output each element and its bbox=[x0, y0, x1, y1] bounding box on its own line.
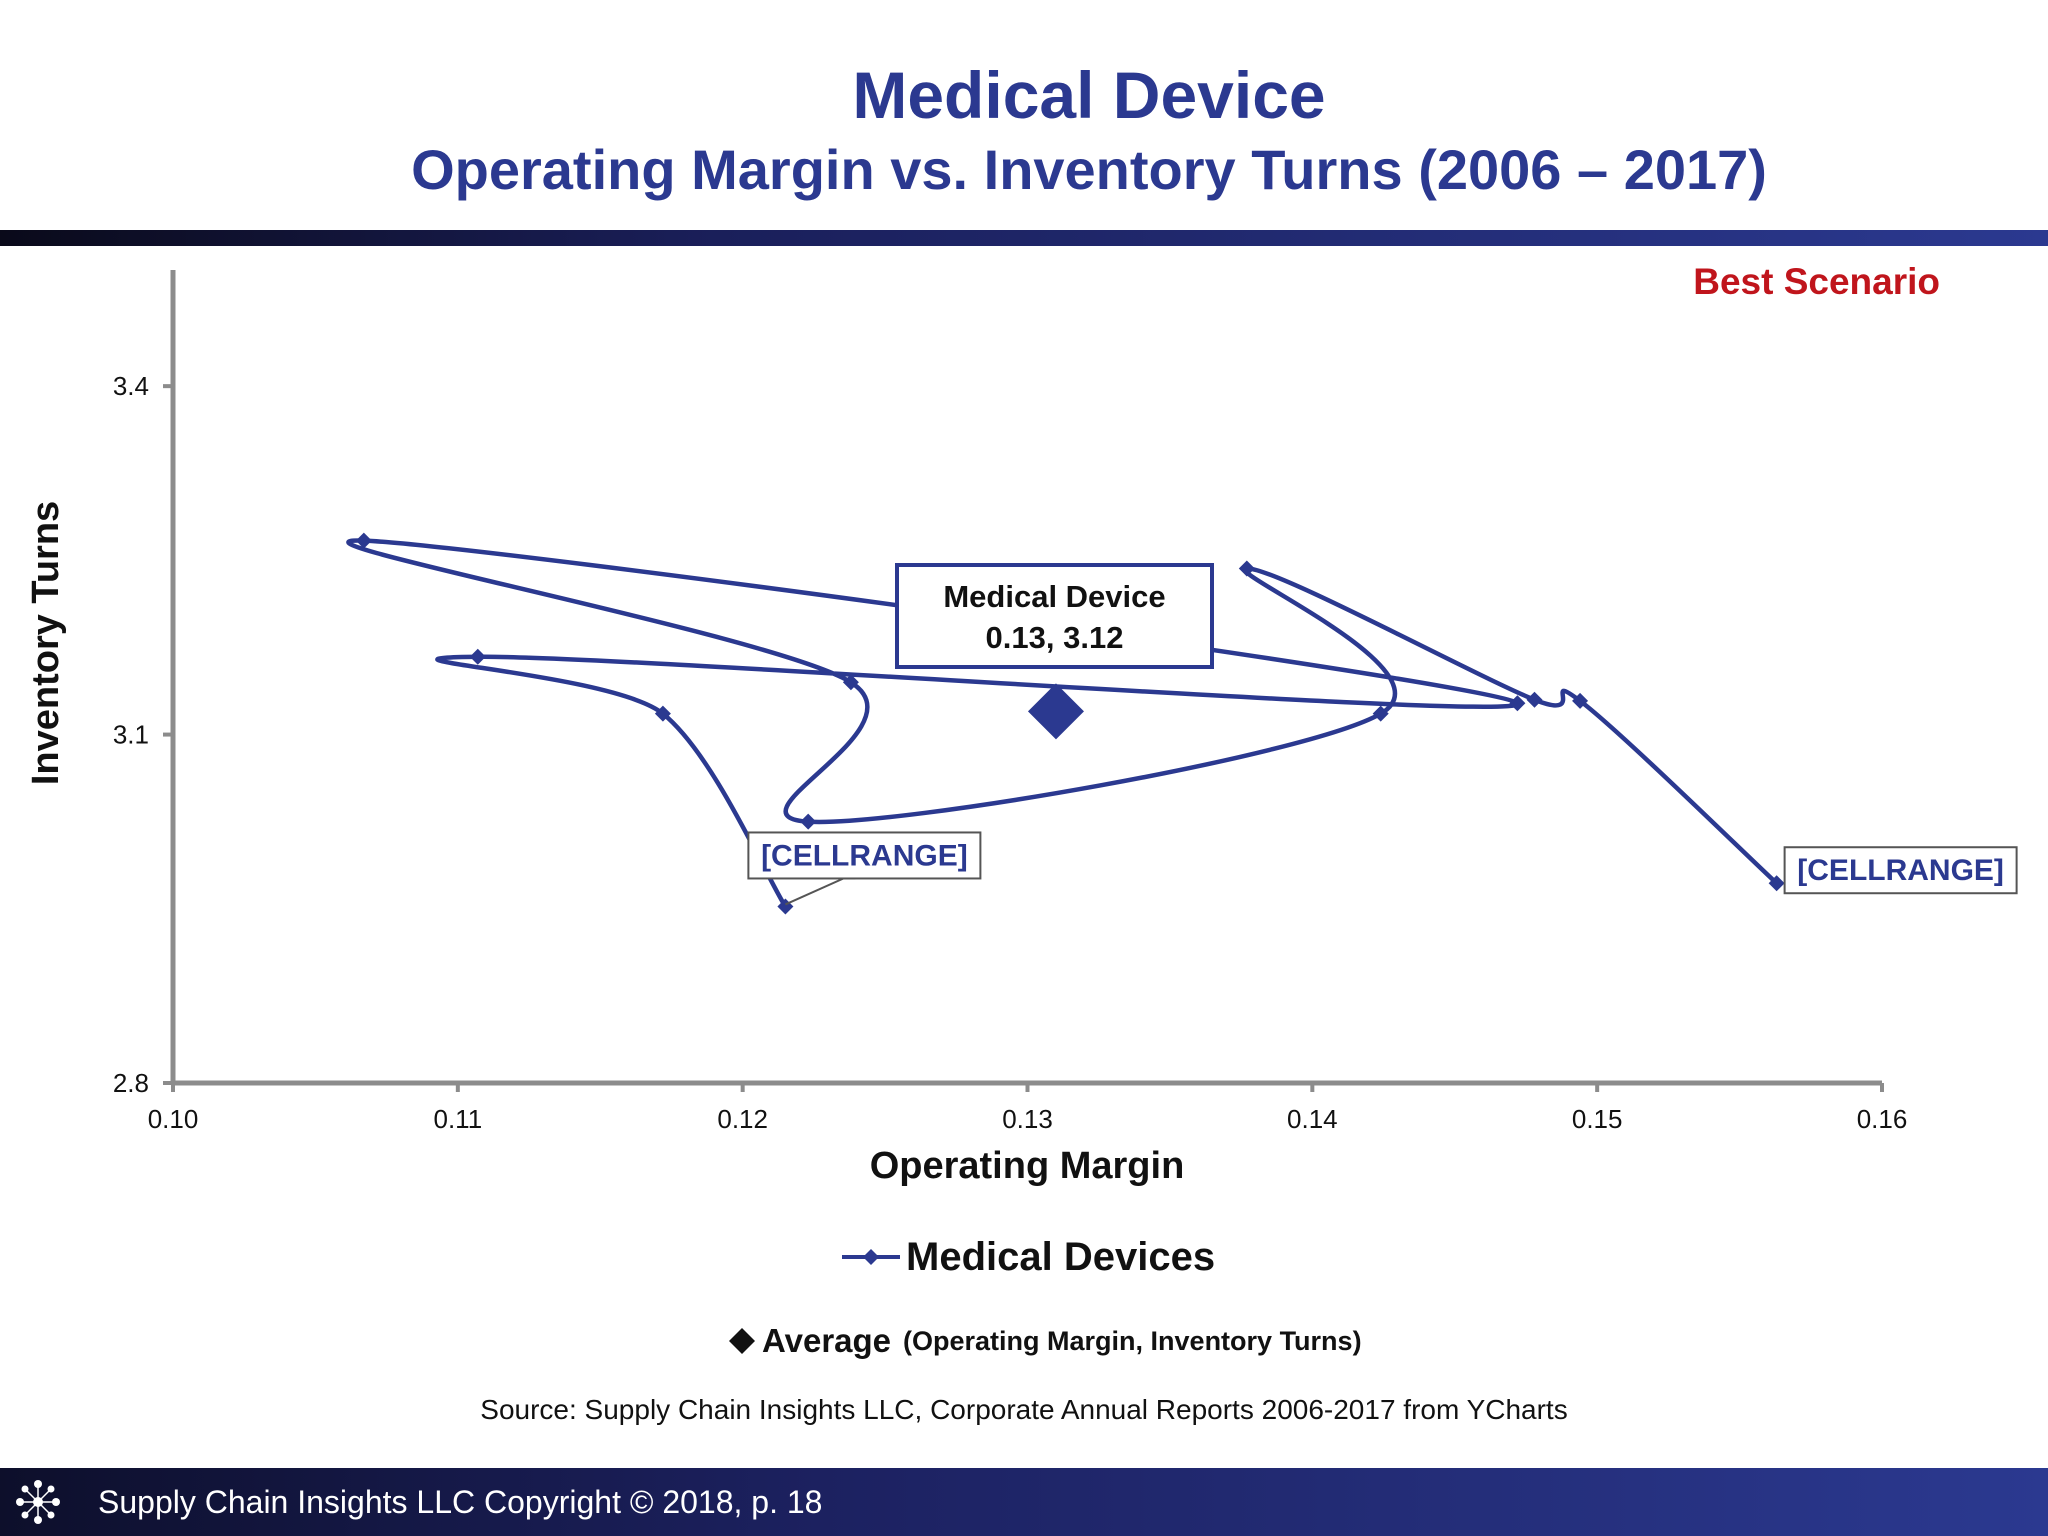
series-line-medical-devices bbox=[346, 538, 1779, 908]
page-title: Medical Device bbox=[852, 58, 1326, 132]
header-divider bbox=[0, 230, 2048, 246]
x-tick-label: 0.12 bbox=[717, 1104, 768, 1134]
x-tick-label: 0.10 bbox=[148, 1104, 199, 1134]
legend-average-entry: Average (Operating Margin, Inventory Tur… bbox=[726, 1318, 1362, 1364]
chart-ticks: 0.10 0.11 0.12 0.13 0.14 0.15 0.16 2.8 3.1 3.4 bbox=[113, 371, 1907, 1134]
data-point-marker bbox=[469, 648, 486, 665]
x-tick-label: 0.11 bbox=[433, 1104, 482, 1134]
data-point-marker bbox=[1768, 875, 1785, 892]
data-point-marker bbox=[1372, 705, 1389, 722]
footer-copyright: Supply Chain Insights LLC Copyright © 20… bbox=[98, 1484, 823, 1520]
annotation-layer: Medical Device 0.13, 3.12 [CELLRANGE] [CELL… bbox=[747, 563, 2018, 906]
data-point-marker bbox=[1526, 691, 1543, 708]
legend-average-label: Average bbox=[762, 1322, 892, 1359]
legend-series-label: Medical Devices bbox=[906, 1234, 1216, 1279]
legend-average-note: (Operating Margin, Inventory Turns) bbox=[903, 1325, 1362, 1356]
source-note: Source: Supply Chain Insights LLC, Corpo… bbox=[480, 1394, 1568, 1425]
average-diamond-marker bbox=[1027, 683, 1084, 740]
y-tick-label: 3.4 bbox=[113, 371, 149, 401]
average-callout-value: 0.13, 3.12 bbox=[986, 620, 1124, 655]
data-point-marker bbox=[654, 705, 671, 722]
annotation-label: [CELLRANGE] bbox=[1797, 854, 2004, 887]
data-point-marker bbox=[355, 532, 372, 549]
footer-bar: Supply Chain Insights LLC Copyright © 20… bbox=[0, 1468, 2048, 1536]
x-tick-label: 0.15 bbox=[1572, 1104, 1623, 1134]
series-layer bbox=[346, 532, 1785, 915]
legend-series-swatch bbox=[842, 1249, 900, 1265]
annotation-box bbox=[747, 831, 982, 880]
data-point-marker bbox=[1509, 695, 1526, 712]
x-tick-label: 0.13 bbox=[1002, 1104, 1053, 1134]
annotation-pointer bbox=[784, 877, 856, 906]
data-point-marker bbox=[842, 674, 859, 691]
x-axis-title: Operating Margin bbox=[870, 1145, 1185, 1187]
annotation-box bbox=[1783, 846, 2018, 895]
legend-average-diamond-icon bbox=[729, 1328, 755, 1354]
data-point-marker bbox=[1238, 560, 1255, 577]
y-tick-label: 3.1 bbox=[113, 720, 149, 750]
annotation-label: [CELLRANGE] bbox=[761, 839, 968, 872]
scatter-line-chart: 0.10 0.11 0.12 0.13 0.14 0.15 0.16 2.8 3.1 3.4 Me… bbox=[25, 261, 2018, 1187]
network-logo-icon bbox=[16, 1480, 60, 1524]
x-tick-label: 0.14 bbox=[1287, 1104, 1338, 1134]
data-point-marker bbox=[1572, 692, 1589, 709]
y-tick-label: 2.8 bbox=[113, 1068, 149, 1098]
y-axis-title: Inventory Turns bbox=[25, 501, 67, 785]
legend-series-entry: Medical Devices bbox=[840, 1232, 1215, 1282]
chart-axes bbox=[170, 270, 1882, 1086]
data-point-marker bbox=[800, 813, 817, 830]
x-tick-label: 0.16 bbox=[1857, 1104, 1908, 1134]
page-subtitle: Operating Margin vs. Inventory Turns (20… bbox=[411, 138, 1767, 201]
average-callout-name: Medical Device bbox=[943, 579, 1165, 614]
average-callout-box bbox=[895, 563, 1214, 669]
scenario-label: Best Scenario bbox=[1693, 261, 1940, 302]
